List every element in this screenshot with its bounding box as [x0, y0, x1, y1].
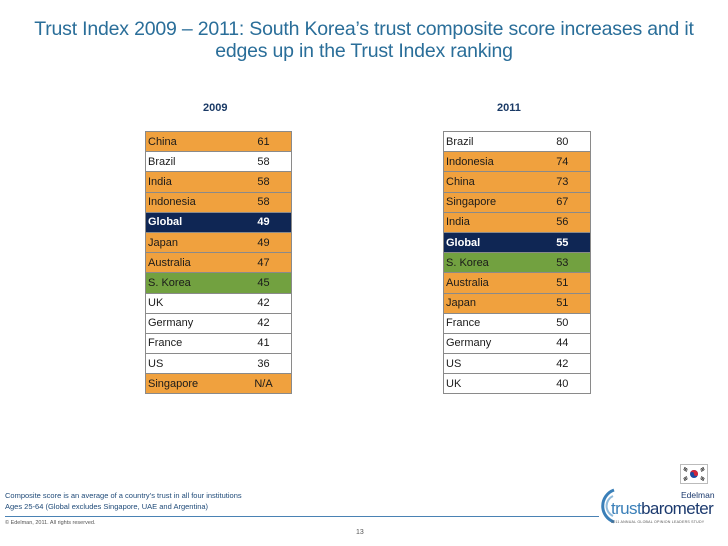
table-row: Australia 51 [442, 272, 591, 294]
country-cell: S. Korea [145, 272, 237, 294]
country-cell: US [442, 353, 535, 375]
country-cell: France [442, 312, 535, 334]
trustbarometer-logo: trustbarometer [611, 499, 714, 518]
country-cell: UK [145, 292, 237, 314]
score-cell: 58 [236, 191, 293, 213]
copyright-text: © Edelman, 2011. All rights reserved. [5, 520, 96, 526]
country-cell: Global [145, 211, 237, 233]
table-row: China 73 [442, 171, 591, 193]
table-row: Singapore N/A [145, 373, 293, 395]
footnote-ages: Ages 25-64 (Global excludes Singapore, U… [5, 502, 209, 511]
table-row: Global 49 [145, 211, 293, 233]
country-cell: Australia [145, 252, 237, 274]
table-row: Japan 49 [145, 231, 293, 254]
country-cell: S. Korea [442, 252, 535, 274]
table-row: France 50 [442, 312, 591, 334]
score-cell: 49 [236, 231, 293, 254]
table-row: S. Korea 53 [442, 252, 591, 274]
country-cell: Germany [442, 332, 535, 355]
country-cell: India [145, 171, 237, 193]
table-row: S. Korea 45 [145, 272, 293, 294]
table-row: India 58 [145, 171, 293, 193]
country-cell: India [442, 211, 535, 233]
trust-index-table-2011: Brazil 80 Indonesia 74 China 73 Singapore 67 Ind… [442, 130, 591, 395]
footnotes: Composite score is an average of a count… [5, 490, 242, 512]
table-row: US 36 [145, 353, 293, 375]
country-cell: China [145, 130, 237, 153]
year-heading-2011: 2011 [497, 102, 521, 114]
table-row: Indonesia 58 [145, 191, 293, 213]
score-cell: 41 [236, 332, 293, 355]
table-row: Germany 44 [442, 332, 591, 355]
country-cell: Germany [145, 312, 237, 334]
score-cell: 58 [236, 171, 293, 193]
year-heading-2009: 2009 [203, 102, 228, 114]
country-cell: France [145, 332, 237, 355]
score-cell: 50 [534, 312, 591, 334]
score-cell: 58 [236, 151, 293, 173]
table-row: Global 55 [442, 231, 591, 254]
country-cell: UK [442, 373, 535, 395]
table-row: UK 40 [442, 373, 591, 395]
country-cell: Brazil [442, 130, 535, 153]
logo-tagline: 2011 ANNUAL GLOBAL OPINION LEADERS STUDY [611, 520, 705, 524]
score-cell: N/A [236, 373, 293, 395]
score-cell: 45 [236, 272, 293, 294]
score-cell: 51 [534, 292, 591, 314]
country-cell: Japan [145, 231, 237, 254]
score-cell: 80 [534, 130, 591, 153]
score-cell: 56 [534, 211, 591, 233]
country-cell: China [442, 171, 535, 193]
table-row: Australia 47 [145, 252, 293, 274]
country-cell: Singapore [145, 373, 237, 395]
country-cell: Japan [442, 292, 535, 314]
page-title: Trust Index 2009 – 2011: South Korea’s t… [34, 18, 694, 62]
table-row: India 56 [442, 211, 591, 233]
table-row: Singapore 67 [442, 191, 591, 213]
edelman-brand: Edelman [681, 490, 715, 500]
table-row: Brazil 58 [145, 151, 293, 173]
score-cell: 67 [534, 191, 591, 213]
score-cell: 42 [236, 312, 293, 334]
table-row: Germany 42 [145, 312, 293, 334]
score-cell: 36 [236, 353, 293, 375]
score-cell: 74 [534, 151, 591, 173]
logo-word-trust: trust [611, 499, 642, 518]
logo-word-barometer: barometer [641, 499, 714, 518]
score-cell: 73 [534, 171, 591, 193]
south-korea-flag-icon [680, 464, 708, 484]
score-cell: 49 [236, 211, 293, 233]
table-row: Indonesia 74 [442, 151, 591, 173]
table-row: Brazil 80 [442, 130, 591, 153]
country-cell: Global [442, 231, 535, 254]
country-cell: Brazil [145, 151, 237, 173]
edelman-arc-logo-icon [601, 488, 615, 524]
footer-divider [5, 516, 599, 517]
score-cell: 51 [534, 272, 591, 294]
table-row: Japan 51 [442, 292, 591, 314]
table-row: US 42 [442, 353, 591, 375]
country-cell: Indonesia [145, 191, 237, 213]
country-cell: US [145, 353, 237, 375]
footnote-composite-score: Composite score is an average of a count… [5, 491, 242, 500]
page-number: 13 [356, 529, 364, 536]
country-cell: Singapore [442, 191, 535, 213]
score-cell: 44 [534, 332, 591, 355]
country-cell: Australia [442, 272, 535, 294]
score-cell: 55 [534, 231, 591, 254]
table-row: UK 42 [145, 292, 293, 314]
score-cell: 61 [236, 130, 293, 153]
trust-index-table-2009: China 61 Brazil 58 India 58 Indonesia 58 Global 4… [145, 130, 293, 395]
score-cell: 40 [534, 373, 591, 395]
table-row: France 41 [145, 332, 293, 355]
score-cell: 42 [236, 292, 293, 314]
score-cell: 53 [534, 252, 591, 274]
score-cell: 47 [236, 252, 293, 274]
country-cell: Indonesia [442, 151, 535, 173]
table-row: China 61 [145, 130, 293, 153]
score-cell: 42 [534, 353, 591, 375]
